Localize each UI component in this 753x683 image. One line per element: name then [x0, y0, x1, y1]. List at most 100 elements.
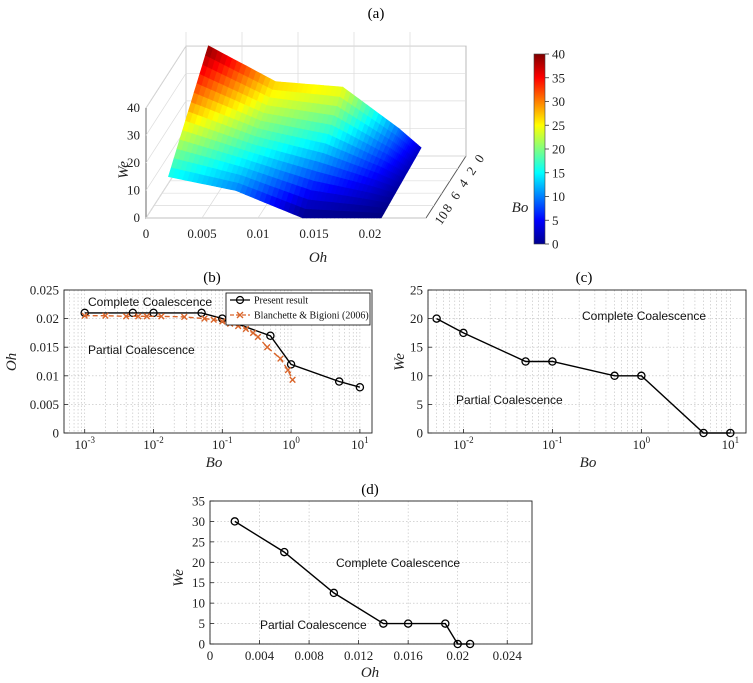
y-tick-label: 15 — [192, 575, 205, 590]
x-tick-label: 100 — [282, 435, 300, 452]
y-tick-label: 6 — [447, 188, 463, 202]
panel-b-legend: Present result Blanchette & Bigioni (200… — [225, 292, 371, 326]
y-tick-label: 10 — [192, 596, 205, 611]
data-point — [726, 428, 735, 438]
panel-b-label: (b) — [203, 270, 221, 286]
colorbar-tick-label: 35 — [552, 70, 565, 85]
data-point — [459, 328, 468, 338]
colorbar-tick-label: 25 — [552, 118, 565, 133]
panel-c-xlabel: Bo — [580, 455, 597, 471]
x-tick-label: 101 — [722, 435, 740, 452]
x-tick-label: 100 — [633, 435, 651, 452]
panel-c-region-complete: Complete Coalescence — [582, 309, 706, 323]
series-line-0 — [436, 317, 731, 434]
y-tick-label: 0.015 — [30, 340, 59, 355]
data-point — [242, 325, 250, 333]
data-point — [453, 639, 462, 649]
data-point — [180, 313, 188, 321]
plot-frame — [63, 289, 373, 434]
x-tick-label: 10-2 — [143, 435, 164, 452]
colorbar-tick-label: 30 — [552, 94, 565, 109]
x-tick-label: 0.02 — [446, 648, 469, 663]
y-tick-label: 0 — [417, 426, 424, 441]
panel-b-ylabel: Oh — [4, 353, 20, 371]
panel-c-ylabel: We — [392, 353, 408, 371]
panel-a-zlabel: We — [116, 161, 132, 179]
colorbar-tick-label: 0 — [552, 237, 559, 252]
x-tick-label: 0.005 — [187, 226, 216, 241]
data-point — [334, 377, 344, 386]
z-tick-label: 30 — [127, 127, 140, 142]
panel-d-region-complete: Complete Coalescence — [336, 556, 460, 570]
data-point — [266, 331, 275, 341]
x-tick-label: 10-1 — [212, 435, 233, 452]
data-point — [355, 382, 365, 392]
x-tick-label: 0.004 — [245, 648, 275, 663]
y-tick-label: 5 — [417, 397, 424, 412]
y-tick-label: 0.02 — [36, 311, 59, 326]
data-point — [143, 313, 151, 320]
panel-c: (c) 10-2 10-1 100 101 0 5 10 15 20 25 Bo We Compl… — [392, 270, 747, 471]
panel-b-region-partial: Partial Coalescence — [88, 343, 195, 357]
y-tick-label: 10 — [410, 368, 423, 383]
panel-a-label: (a) — [368, 6, 385, 22]
data-point — [280, 547, 289, 557]
y-tick-label: 2 — [463, 164, 479, 178]
panel-c-plot: 10-2 10-1 100 101 0 5 10 15 20 25 — [410, 283, 747, 452]
z-tick-label: 0 — [134, 210, 141, 225]
x-tick-label: 0.015 — [299, 226, 328, 241]
data-point — [219, 318, 226, 325]
y-tick-label: 35 — [192, 494, 205, 509]
panel-b-xlabel: Bo — [206, 455, 223, 471]
data-point — [548, 357, 557, 366]
data-point — [610, 371, 619, 381]
x-tick-label: 0.008 — [294, 648, 323, 663]
panel-a-ylabel: Bo — [512, 200, 529, 216]
y-tick-label: 0.005 — [30, 397, 59, 412]
legend-box — [225, 292, 371, 326]
grid-line — [145, 73, 187, 136]
panel-a-surface — [168, 45, 422, 219]
x-tick-label: 10-1 — [542, 435, 563, 452]
colorbar-tick-label: 10 — [552, 189, 565, 204]
x-tick-label: 0.024 — [493, 648, 523, 663]
panel-d-plot: 0 0.004 0.008 0.012 0.016 0.02 0.024 0 5 10 15 20 25… — [192, 494, 533, 663]
data-point — [403, 619, 413, 628]
panel-d-label: (d) — [361, 482, 379, 498]
data-point — [158, 313, 165, 320]
y-tick-label: 25 — [192, 534, 205, 549]
legend-text-blanchette: Blanchette & Bigioni (2006) — [254, 311, 369, 322]
data-point — [122, 313, 130, 320]
data-point — [263, 343, 271, 351]
y-tick-label: 0.01 — [36, 368, 59, 383]
panel-a-xlabel: Oh — [309, 250, 327, 266]
colorbar — [533, 53, 546, 245]
x-tick-label: 0.012 — [344, 648, 373, 663]
x-tick-label: 0 — [207, 648, 214, 663]
data-point — [637, 371, 646, 381]
data-point — [465, 639, 475, 649]
x-tick-label: 0.016 — [394, 648, 424, 663]
y-tick-label: 0 — [199, 637, 206, 652]
x-tick-label: 101 — [351, 435, 369, 452]
grid-line — [145, 128, 187, 191]
y-tick-label: 0.025 — [30, 283, 59, 298]
data-point — [254, 333, 262, 341]
grid-line — [145, 45, 187, 108]
y-tick-label: 20 — [410, 311, 423, 326]
panel-a: (a) 0 0.005 0.01 0.015 0.020102030400246810 … — [116, 6, 565, 266]
y-tick-label: 30 — [192, 514, 205, 529]
data-point — [81, 312, 89, 320]
plot-area — [210, 501, 532, 644]
data-point — [201, 315, 208, 322]
colorbar-ticks: 0 5 10 15 20 25 30 35 40 — [545, 47, 565, 252]
data-point — [102, 312, 109, 320]
z-tick-label: 10 — [127, 182, 140, 197]
y-tick-label: 25 — [410, 283, 423, 298]
data-point — [329, 588, 339, 598]
z-tick-label: 40 — [127, 100, 140, 115]
x-tick-label: 0.01 — [247, 226, 270, 241]
panel-c-region-partial: Partial Coalescence — [456, 393, 563, 407]
